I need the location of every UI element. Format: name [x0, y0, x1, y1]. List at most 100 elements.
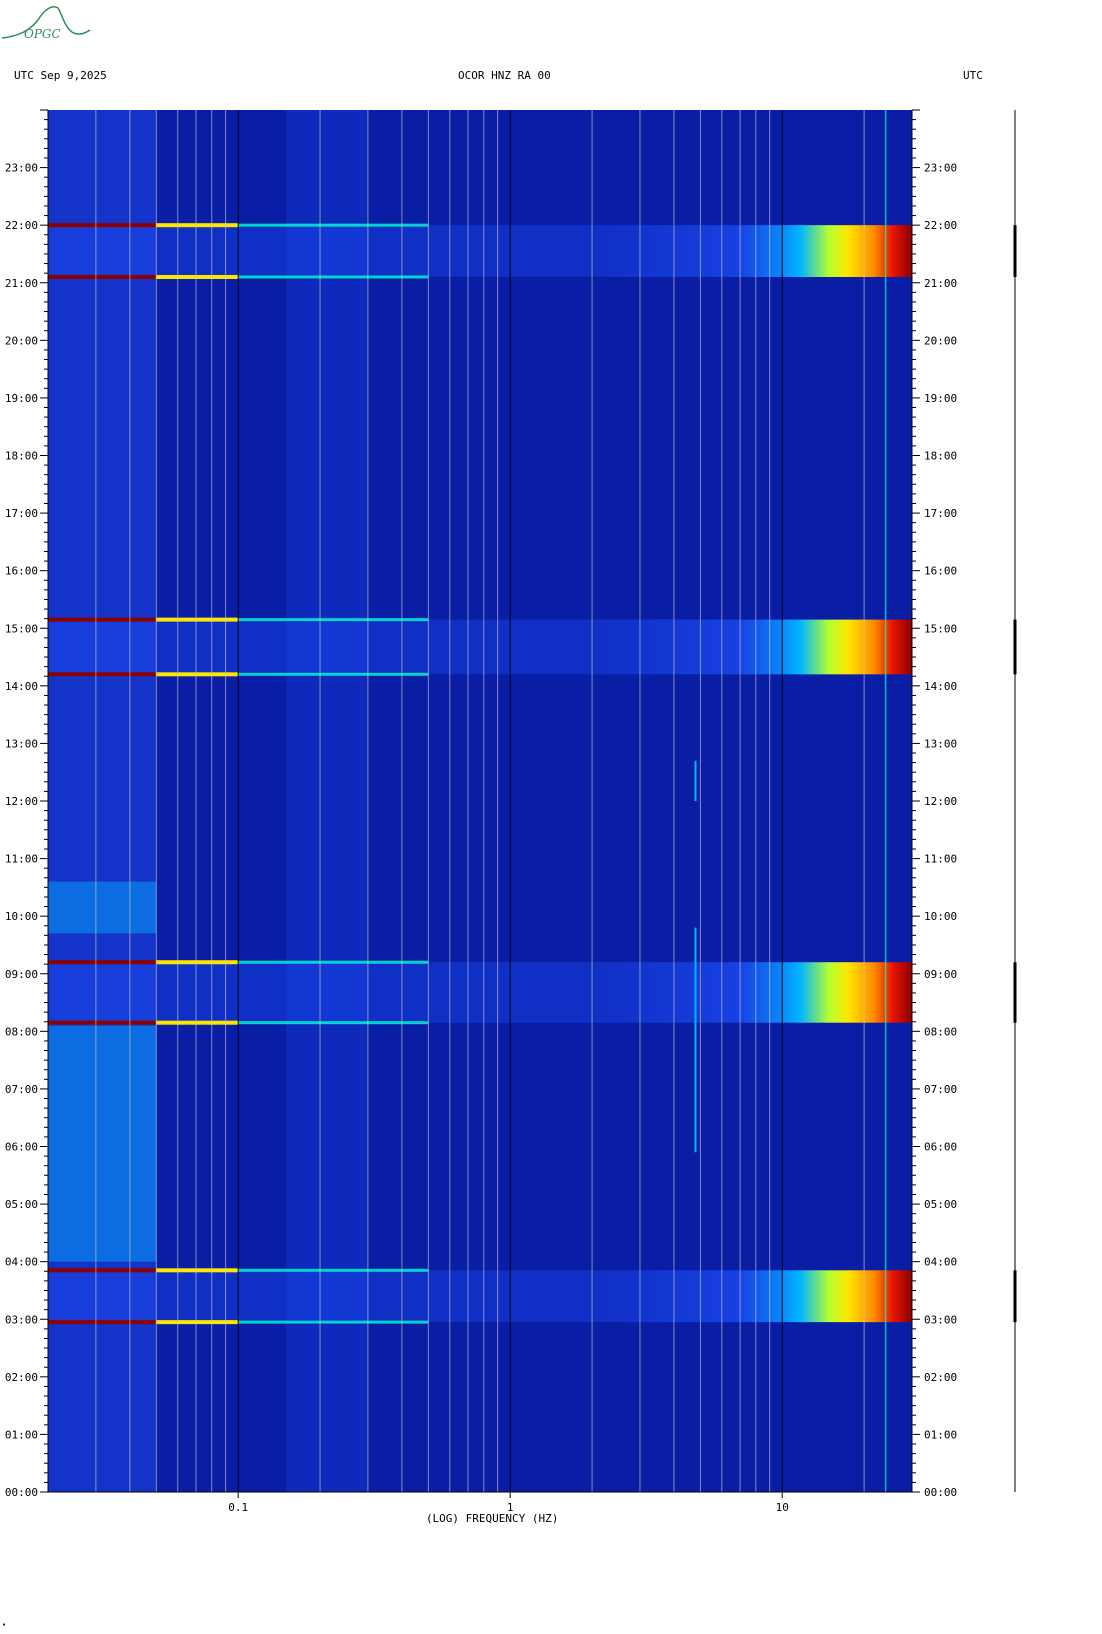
band-edge-cyan-3-1 — [238, 1320, 429, 1324]
y-tick-label-left: 10:00 — [5, 910, 38, 923]
y-tick-label-right: 13:00 — [924, 737, 957, 750]
logo-mountain-curve — [1, 6, 91, 39]
header-date: UTC Sep 9,2025 — [14, 69, 107, 82]
y-tick-label-right: 05:00 — [924, 1198, 957, 1211]
y-tick-label-right: 14:00 — [924, 680, 957, 693]
y-tick-label-left: 14:00 — [5, 680, 38, 693]
band-edge-cyan-1-1 — [238, 672, 429, 676]
y-tick-label-left: 02:00 — [5, 1371, 38, 1384]
band-edge-red-1-1 — [48, 672, 157, 677]
y-tick-label-right: 11:00 — [924, 853, 957, 866]
x-axis-label: (LOG) FREQUENCY (HZ) — [426, 1512, 558, 1525]
y-tick-label-left: 22:00 — [5, 219, 38, 232]
trace-event-1 — [1013, 619, 1017, 675]
y-tick-label-left: 09:00 — [5, 968, 38, 981]
band-edge-yellow-1-0 — [156, 617, 239, 622]
spectral-bands — [48, 110, 912, 1492]
header-station: OCOR HNZ RA 00 — [458, 69, 551, 82]
microseism-column — [286, 110, 368, 1492]
y-tick-label-left: 20:00 — [5, 334, 38, 347]
y-tick-label-left: 03:00 — [5, 1313, 38, 1326]
y-tick-label-right: 04:00 — [924, 1256, 957, 1269]
y-tick-label-right: 06:00 — [924, 1141, 957, 1154]
trace-event-0 — [1013, 225, 1017, 277]
y-tick-label-left: 07:00 — [5, 1083, 38, 1096]
band-edge-cyan-0-0 — [238, 223, 429, 227]
y-tick-label-left: 13:00 — [5, 737, 38, 750]
band-edge-red-0-0 — [48, 223, 157, 228]
logo-text: OPGC — [24, 27, 61, 41]
y-tick-label-right: 21:00 — [924, 277, 957, 290]
band-edge-yellow-1-1 — [156, 672, 239, 677]
opgc-logo: OPGC — [1, 6, 91, 41]
y-tick-label-left: 00:00 — [5, 1486, 38, 1499]
band-edge-red-2-0 — [48, 960, 157, 965]
y-tick-label-left: 11:00 — [5, 853, 38, 866]
band-edge-red-1-0 — [48, 617, 157, 622]
y-tick-label-left: 06:00 — [5, 1141, 38, 1154]
band-edge-red-3-0 — [48, 1268, 157, 1273]
x-tick-label: 1 — [507, 1501, 514, 1514]
band-edge-cyan-0-1 — [238, 275, 429, 279]
band-edge-red-3-1 — [48, 1320, 157, 1325]
y-tick-label-right: 02:00 — [924, 1371, 957, 1384]
y-tick-label-right: 12:00 — [924, 795, 957, 808]
plot-area — [48, 110, 912, 1492]
spectral-lines — [694, 110, 887, 1492]
y-tick-label-left: 04:00 — [5, 1256, 38, 1269]
band-highfreq-1 — [592, 619, 912, 675]
y-tick-label-right: 10:00 — [924, 910, 957, 923]
y-tick-label-right: 19:00 — [924, 392, 957, 405]
y-tick-label-right: 17:00 — [924, 507, 957, 520]
y-tick-label-left: 18:00 — [5, 450, 38, 463]
y-tick-label-right: 18:00 — [924, 450, 957, 463]
band-highfreq-3 — [592, 1270, 912, 1323]
y-tick-label-left: 17:00 — [5, 507, 38, 520]
y-tick-label-left: 05:00 — [5, 1198, 38, 1211]
y-tick-label-right: 08:00 — [924, 1025, 957, 1038]
y-tick-label-right: 16:00 — [924, 565, 957, 578]
lowfreq-enhanced-0 — [48, 1025, 157, 1262]
y-tick-label-left: 23:00 — [5, 162, 38, 175]
band-edge-yellow-0-0 — [156, 223, 239, 228]
band-highfreq-0 — [592, 225, 912, 277]
band-edge-yellow-3-1 — [156, 1320, 239, 1325]
band-edge-cyan-1-0 — [238, 618, 429, 622]
trace-event-2 — [1013, 962, 1017, 1023]
y-tick-label-left: 12:00 — [5, 795, 38, 808]
band-highfreq-2 — [592, 962, 912, 1023]
trace-panel — [1013, 110, 1017, 1492]
y-tick-label-left: 15:00 — [5, 622, 38, 635]
band-edge-yellow-2-1 — [156, 1020, 239, 1025]
band-edge-cyan-2-1 — [238, 1021, 429, 1025]
y-tick-label-right: 00:00 — [924, 1486, 957, 1499]
band-edge-red-0-1 — [48, 274, 157, 279]
band-edge-yellow-2-0 — [156, 960, 239, 965]
y-tick-label-left: 08:00 — [5, 1025, 38, 1038]
footer-mark: • — [2, 1621, 7, 1629]
y-tick-label-right: 01:00 — [924, 1428, 957, 1441]
y-tick-label-left: 19:00 — [5, 392, 38, 405]
trace-event-3 — [1013, 1270, 1017, 1323]
lowfreq-enhanced-1 — [48, 881, 157, 934]
y-tick-label-right: 20:00 — [924, 334, 957, 347]
band-edge-cyan-2-0 — [238, 960, 429, 964]
y-tick-label-right: 03:00 — [924, 1313, 957, 1326]
lowfreq-column — [48, 110, 157, 1492]
band-edge-red-2-1 — [48, 1020, 157, 1025]
y-tick-label-left: 16:00 — [5, 565, 38, 578]
y-tick-label-right: 23:00 — [924, 162, 957, 175]
x-tick-label: 10 — [776, 1501, 789, 1514]
header-utc-right: UTC — [963, 69, 983, 82]
y-tick-label-right: 09:00 — [924, 968, 957, 981]
band-edge-yellow-0-1 — [156, 274, 239, 279]
band-edge-yellow-3-0 — [156, 1268, 239, 1273]
y-tick-label-left: 21:00 — [5, 277, 38, 290]
band-edge-cyan-3-0 — [238, 1268, 429, 1272]
y-tick-label-right: 22:00 — [924, 219, 957, 232]
y-tick-label-right: 15:00 — [924, 622, 957, 635]
y-tick-label-left: 01:00 — [5, 1428, 38, 1441]
axes: 00:00 00:00 01:00 01:00 02:00 02:00 03:00 03:00… — [5, 109, 957, 1514]
y-tick-label-right: 07:00 — [924, 1083, 957, 1096]
